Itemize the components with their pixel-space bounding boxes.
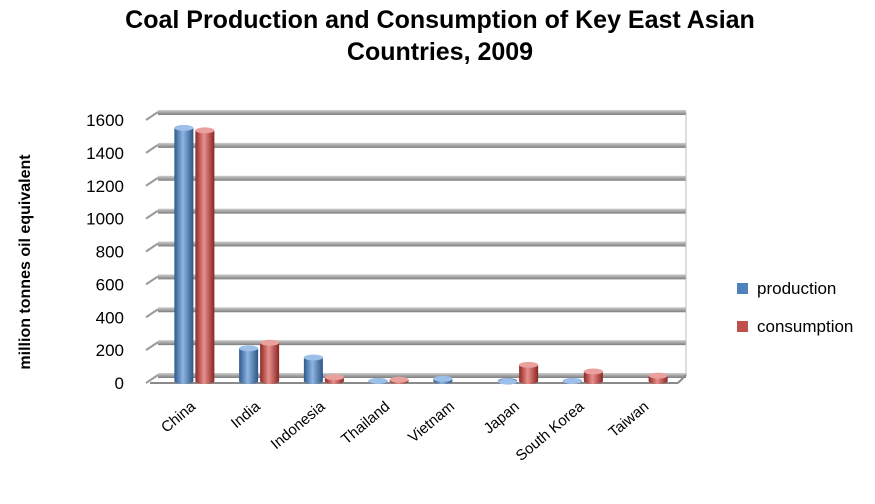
bar-top <box>368 377 388 384</box>
bar-body <box>583 371 603 381</box>
bar-base <box>303 378 323 384</box>
legend-swatch-consumption <box>737 321 748 332</box>
y-axis-label: million tonnes oil equivalent <box>17 154 34 370</box>
floor-edge <box>677 374 687 384</box>
x-tick-label: India <box>228 398 264 432</box>
gridline <box>158 142 686 148</box>
bar-body <box>174 127 194 381</box>
bar-top <box>562 378 582 385</box>
y-tick-label: 1600 <box>86 111 124 130</box>
bar-production <box>303 354 323 384</box>
chart-title-line-1: Coal Production and Consumption of Key E… <box>125 6 755 34</box>
bar-production <box>498 378 518 385</box>
bar-body <box>519 364 539 381</box>
y-tick-label: 600 <box>96 275 124 294</box>
x-tick-label: China <box>158 398 199 437</box>
legend-label-consumption: consumption <box>757 317 853 336</box>
bar-body <box>195 130 215 381</box>
bar-top <box>433 375 453 382</box>
bar-top <box>195 127 215 134</box>
gridline-depth <box>145 144 159 154</box>
x-tick-label: Indonesia <box>268 398 329 453</box>
x-tick-label: South Korea <box>513 398 588 465</box>
bar-production <box>562 378 582 385</box>
gridline-depth <box>145 111 159 121</box>
y-tick-label: 1400 <box>86 144 124 163</box>
bar-production <box>368 377 388 384</box>
gridline <box>158 307 686 313</box>
bar-consumption <box>389 376 409 384</box>
gridline-depth <box>145 275 159 286</box>
y-tick-label: 200 <box>96 341 124 360</box>
y-tick-label: 1200 <box>86 177 124 196</box>
bar-consumption <box>648 372 668 384</box>
gridline-depth <box>145 176 159 187</box>
bar-base <box>195 378 215 384</box>
legend-label-production: production <box>757 279 836 298</box>
bar-consumption <box>195 127 215 384</box>
gridline-depth <box>145 209 159 220</box>
y-tick-label: 0 <box>115 374 124 393</box>
gridline <box>158 373 686 378</box>
y-tick-label: 800 <box>96 243 124 262</box>
gridline-depth <box>145 308 159 319</box>
bar-consumption <box>324 374 344 384</box>
y-tick-label: 1000 <box>86 210 124 229</box>
gridline <box>158 208 686 214</box>
bar-base <box>260 378 280 384</box>
bar-base <box>239 378 259 384</box>
chart-title-line-2: Countries, 2009 <box>346 38 534 66</box>
bar-body <box>303 357 323 381</box>
bar-top <box>324 374 344 381</box>
legend-swatch-production <box>737 283 748 294</box>
bar-top <box>519 361 539 368</box>
y-tick-label: 400 <box>96 308 124 327</box>
bar-top <box>498 378 518 385</box>
x-tick-label: Thailand <box>338 398 393 448</box>
chart-title: Coal Production and Consumption of Key E… <box>60 4 820 68</box>
bar-production <box>433 375 453 384</box>
x-tick-label: Vietnam <box>405 398 458 446</box>
gridline-depth <box>145 341 159 351</box>
bar-base <box>583 378 603 384</box>
gridline <box>158 241 686 247</box>
bar-top <box>389 376 409 383</box>
bar-body <box>239 348 259 381</box>
bar-base <box>174 378 194 384</box>
bar-body <box>260 342 280 381</box>
bar-top <box>583 368 603 375</box>
bar-production <box>239 345 259 384</box>
bar-base <box>519 378 539 384</box>
bar-consumption <box>260 339 280 384</box>
bar-top <box>260 339 280 346</box>
bar-top <box>239 345 259 352</box>
gridline-depth <box>145 374 159 384</box>
gridline <box>158 340 686 346</box>
bar-consumption <box>583 368 603 384</box>
bar-top <box>648 372 668 379</box>
x-tick-label: Taiwan <box>605 398 652 441</box>
gridline <box>158 274 686 280</box>
gridline-depth <box>145 242 159 253</box>
gridline <box>158 110 686 115</box>
bar-top <box>303 354 323 361</box>
x-tick-label: Japan <box>480 398 522 437</box>
bar-production <box>174 124 194 384</box>
bar-top <box>174 124 194 131</box>
bar-base <box>648 378 668 384</box>
bar-consumption <box>519 361 539 384</box>
gridline <box>158 175 686 181</box>
